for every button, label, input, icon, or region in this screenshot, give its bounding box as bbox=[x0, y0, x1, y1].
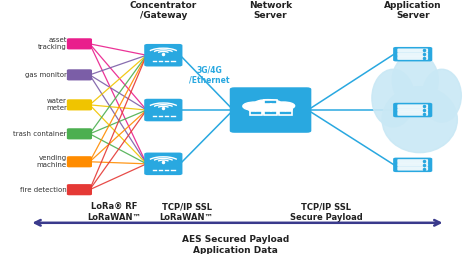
Ellipse shape bbox=[243, 102, 267, 110]
Text: TCP/IP SSL
LoRaWAN™: TCP/IP SSL LoRaWAN™ bbox=[160, 202, 214, 221]
FancyBboxPatch shape bbox=[393, 103, 432, 117]
Text: AES Secured Payload
Application Data: AES Secured Payload Application Data bbox=[182, 235, 289, 254]
Text: vending
machine: vending machine bbox=[36, 155, 67, 168]
Text: 3G/4G
/Ethernet: 3G/4G /Ethernet bbox=[189, 65, 230, 85]
Text: LoRa® RF
LoRaWAN™: LoRa® RF LoRaWAN™ bbox=[87, 202, 141, 221]
FancyBboxPatch shape bbox=[67, 99, 92, 110]
FancyBboxPatch shape bbox=[397, 163, 428, 167]
FancyBboxPatch shape bbox=[393, 158, 432, 172]
Ellipse shape bbox=[249, 105, 292, 114]
Text: TCP/IP SSL
Secure Payload: TCP/IP SSL Secure Payload bbox=[290, 202, 363, 221]
Ellipse shape bbox=[422, 69, 461, 122]
Text: fire detection: fire detection bbox=[20, 187, 67, 193]
Text: gas monitor: gas monitor bbox=[25, 72, 67, 78]
FancyBboxPatch shape bbox=[67, 184, 92, 195]
FancyBboxPatch shape bbox=[67, 128, 92, 139]
FancyBboxPatch shape bbox=[144, 99, 182, 121]
Ellipse shape bbox=[392, 53, 438, 107]
FancyBboxPatch shape bbox=[230, 87, 311, 133]
Text: Concentrator
/Gateway: Concentrator /Gateway bbox=[130, 1, 197, 20]
FancyBboxPatch shape bbox=[397, 52, 428, 56]
FancyBboxPatch shape bbox=[264, 100, 277, 104]
Text: Application
Server: Application Server bbox=[384, 1, 441, 20]
Text: Network
Server: Network Server bbox=[249, 1, 292, 20]
FancyBboxPatch shape bbox=[397, 56, 428, 60]
Ellipse shape bbox=[382, 87, 457, 153]
FancyBboxPatch shape bbox=[393, 47, 432, 61]
FancyBboxPatch shape bbox=[67, 38, 92, 50]
FancyBboxPatch shape bbox=[397, 167, 428, 170]
FancyBboxPatch shape bbox=[144, 44, 182, 67]
FancyBboxPatch shape bbox=[144, 153, 182, 175]
FancyBboxPatch shape bbox=[67, 69, 92, 81]
FancyBboxPatch shape bbox=[67, 156, 92, 167]
Ellipse shape bbox=[372, 69, 414, 127]
FancyBboxPatch shape bbox=[397, 49, 428, 52]
Text: asset
tracking: asset tracking bbox=[38, 37, 67, 50]
Text: water
meter: water meter bbox=[46, 98, 67, 111]
FancyBboxPatch shape bbox=[397, 104, 428, 108]
FancyBboxPatch shape bbox=[397, 112, 428, 116]
Ellipse shape bbox=[255, 100, 281, 107]
Text: trash container: trash container bbox=[13, 131, 67, 137]
FancyBboxPatch shape bbox=[264, 110, 277, 115]
FancyBboxPatch shape bbox=[397, 159, 428, 163]
Ellipse shape bbox=[272, 102, 295, 110]
FancyBboxPatch shape bbox=[250, 110, 262, 115]
FancyBboxPatch shape bbox=[397, 108, 428, 112]
FancyBboxPatch shape bbox=[279, 110, 292, 115]
